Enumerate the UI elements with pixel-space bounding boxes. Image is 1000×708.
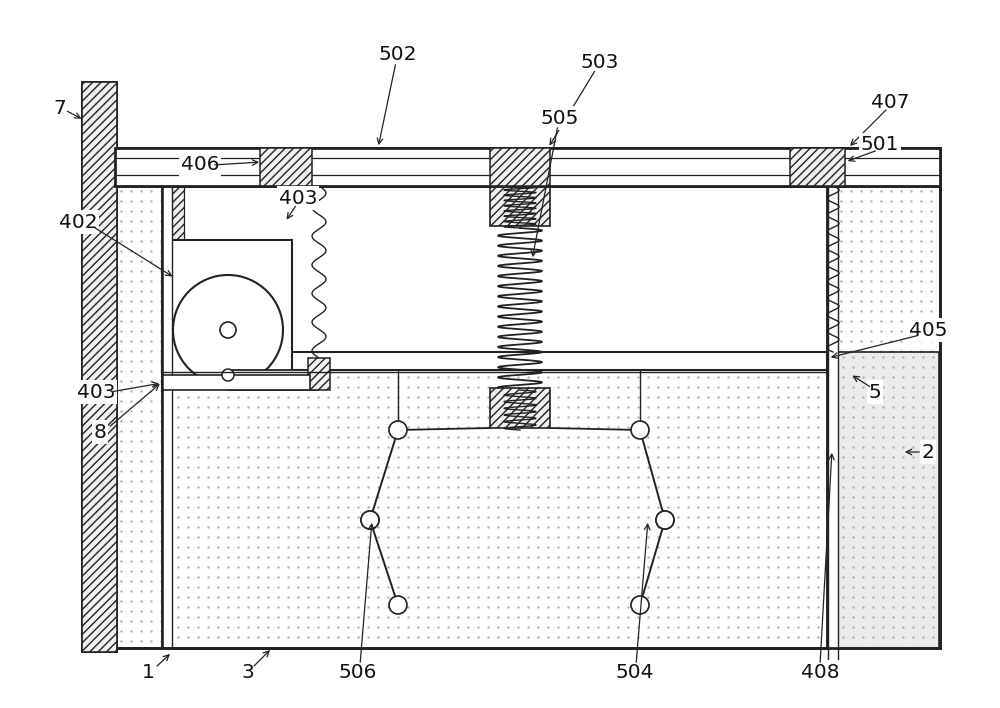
Text: 405: 405: [909, 321, 947, 340]
Bar: [490, 388, 550, 428]
Bar: [228, 370, 318, 390]
Text: 402: 402: [59, 212, 97, 232]
Bar: [82, 82, 117, 652]
Bar: [115, 148, 940, 186]
Bar: [260, 148, 312, 186]
Bar: [162, 240, 292, 388]
Circle shape: [361, 511, 379, 529]
Bar: [260, 148, 312, 186]
Text: 408: 408: [801, 663, 839, 682]
Text: 406: 406: [181, 156, 219, 174]
Bar: [162, 186, 827, 648]
Circle shape: [631, 596, 649, 614]
Text: 2: 2: [922, 442, 934, 462]
Bar: [163, 187, 826, 648]
Circle shape: [656, 511, 674, 529]
Text: 505: 505: [541, 108, 579, 127]
Bar: [163, 372, 826, 647]
Text: 503: 503: [581, 52, 619, 72]
Text: 7: 7: [54, 98, 66, 118]
Bar: [116, 186, 940, 648]
Bar: [308, 358, 330, 390]
Text: 1: 1: [142, 663, 154, 682]
Circle shape: [389, 596, 407, 614]
Bar: [115, 148, 940, 648]
Text: 504: 504: [616, 663, 654, 682]
Circle shape: [631, 421, 649, 439]
Text: 506: 506: [339, 663, 377, 682]
Bar: [828, 186, 838, 666]
Bar: [115, 148, 940, 186]
Text: 3: 3: [242, 663, 254, 682]
Text: 407: 407: [871, 93, 909, 111]
Bar: [162, 186, 184, 386]
Text: 502: 502: [379, 45, 417, 64]
Bar: [490, 148, 550, 186]
Text: 8: 8: [94, 423, 106, 442]
Circle shape: [222, 369, 234, 381]
Bar: [490, 186, 550, 226]
Bar: [828, 352, 939, 648]
Bar: [162, 186, 827, 648]
Bar: [790, 148, 845, 186]
Bar: [162, 375, 310, 390]
Text: 403: 403: [77, 382, 115, 401]
Bar: [162, 352, 827, 370]
Circle shape: [173, 275, 283, 385]
Bar: [162, 186, 172, 648]
Bar: [163, 187, 826, 372]
Circle shape: [389, 421, 407, 439]
Circle shape: [220, 322, 236, 338]
Bar: [490, 148, 550, 186]
Text: 5: 5: [869, 382, 881, 401]
Bar: [115, 148, 940, 648]
Text: 403: 403: [279, 188, 317, 207]
Circle shape: [361, 511, 379, 529]
Bar: [790, 148, 845, 186]
Bar: [82, 82, 117, 652]
Circle shape: [656, 511, 674, 529]
Text: 501: 501: [861, 135, 899, 154]
